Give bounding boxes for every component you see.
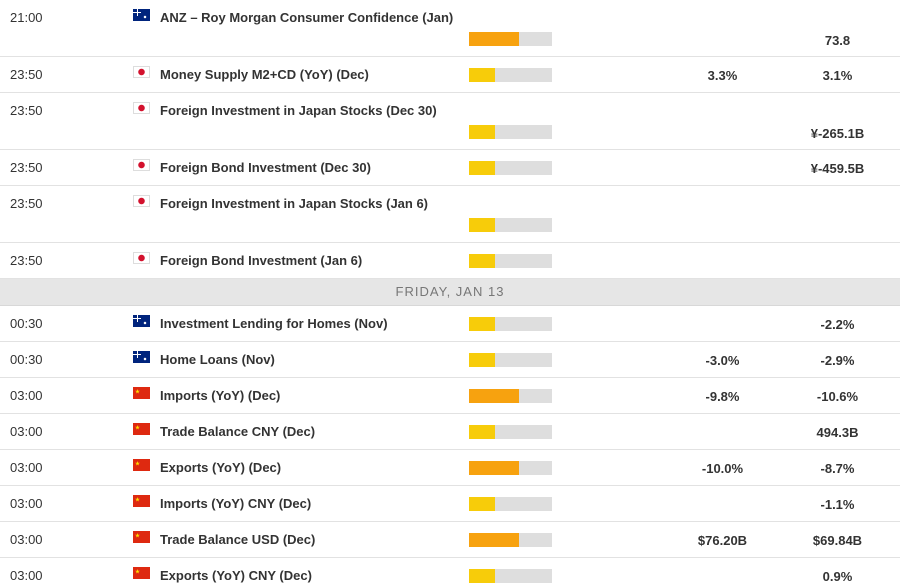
previous: ¥-265.1B xyxy=(810,126,865,141)
event: Trade Balance USD (Dec) xyxy=(160,532,316,547)
forecast: $76.20B xyxy=(697,533,748,548)
flag xyxy=(133,567,150,579)
event-row[interactable]: 00:30 Investment Lending for Homes (Nov) -… xyxy=(0,306,900,342)
flag xyxy=(133,66,150,78)
impact xyxy=(469,68,552,82)
event: Foreign Bond Investment (Jan 6) xyxy=(160,253,363,268)
flag xyxy=(133,315,150,327)
previous: 0.9% xyxy=(822,569,853,584)
impact xyxy=(469,353,552,367)
time: 23:50 xyxy=(10,103,43,118)
event-row[interactable]: 23:50 Money Supply M2+CD (YoY) (Dec) 3.3% 3… xyxy=(0,57,900,93)
event-row[interactable]: 23:50 Foreign Investment in Japan Stocks … xyxy=(0,186,900,243)
time: 00:30 xyxy=(10,352,43,367)
time: 03:00 xyxy=(10,424,43,439)
event: Foreign Bond Investment (Dec 30) xyxy=(160,160,371,175)
previous: 73.8 xyxy=(824,33,851,48)
forecast: -10.0% xyxy=(701,461,744,476)
event-row[interactable]: 00:30 Home Loans (Nov) -3.0% -2.9% xyxy=(0,342,900,378)
flag xyxy=(133,9,150,21)
flag xyxy=(133,252,150,264)
previous: -2.2% xyxy=(820,317,855,332)
date-divider: FRIDAY, JAN 13 xyxy=(0,279,900,306)
previous: 3.1% xyxy=(822,68,853,83)
event-row[interactable]: 03:00 Imports (YoY) (Dec) -9.8% -10.6% xyxy=(0,378,900,414)
time: 03:00 xyxy=(10,568,43,583)
impact xyxy=(469,461,552,475)
impact xyxy=(469,533,552,547)
event-row[interactable]: 23:50 Foreign Investment in Japan Stocks … xyxy=(0,93,900,150)
event: ANZ – Roy Morgan Consumer Confidence (Ja… xyxy=(160,10,454,25)
impact xyxy=(469,425,552,439)
time: 23:50 xyxy=(10,253,43,268)
impact xyxy=(469,218,552,232)
time: 03:00 xyxy=(10,532,43,547)
time: 00:30 xyxy=(10,316,43,331)
event: Imports (YoY) (Dec) xyxy=(160,388,281,403)
event: Investment Lending for Homes (Nov) xyxy=(160,316,388,331)
event: Home Loans (Nov) xyxy=(160,352,275,367)
flag xyxy=(133,159,150,171)
time: 23:50 xyxy=(10,67,43,82)
flag xyxy=(133,387,150,399)
event: Money Supply M2+CD (YoY) (Dec) xyxy=(160,67,369,82)
previous: -8.7% xyxy=(820,461,855,476)
time: 23:50 xyxy=(10,160,43,175)
previous: -10.6% xyxy=(816,389,859,404)
event-row[interactable]: 21:00 ANZ – Roy Morgan Consumer Confidenc… xyxy=(0,0,900,57)
previous: ¥-459.5B xyxy=(810,161,865,176)
event-row[interactable]: 03:00 Trade Balance USD (Dec) $76.20B $69.8… xyxy=(0,522,900,558)
event-row[interactable]: 23:50 Foreign Bond Investment (Jan 6) xyxy=(0,243,900,279)
flag xyxy=(133,495,150,507)
flag xyxy=(133,351,150,363)
event-row[interactable]: 03:00 Trade Balance CNY (Dec) 494.3B xyxy=(0,414,900,450)
impact xyxy=(469,254,552,268)
flag xyxy=(133,423,150,435)
impact xyxy=(469,125,552,139)
time: 03:00 xyxy=(10,460,43,475)
time: 03:00 xyxy=(10,496,43,511)
flag xyxy=(133,195,150,207)
previous: $69.84B xyxy=(812,533,863,548)
event-row[interactable]: 03:00 Exports (YoY) (Dec) -10.0% -8.7% xyxy=(0,450,900,486)
event-row[interactable]: 03:00 Imports (YoY) CNY (Dec) -1.1% xyxy=(0,486,900,522)
event-row[interactable]: 03:00 Exports (YoY) CNY (Dec) 0.9% xyxy=(0,558,900,587)
impact xyxy=(469,389,552,403)
event: Foreign Investment in Japan Stocks (Dec … xyxy=(160,103,437,118)
event-row[interactable]: 23:50 Foreign Bond Investment (Dec 30) ¥-4… xyxy=(0,150,900,186)
event: Imports (YoY) CNY (Dec) xyxy=(160,496,312,511)
forecast: -3.0% xyxy=(705,353,740,368)
forecast: 3.3% xyxy=(707,68,738,83)
impact xyxy=(469,497,552,511)
time: 23:50 xyxy=(10,196,43,211)
previous: -1.1% xyxy=(820,497,855,512)
event: Exports (YoY) CNY (Dec) xyxy=(160,568,312,583)
forecast: -9.8% xyxy=(705,389,740,404)
impact xyxy=(469,569,552,583)
flag xyxy=(133,531,150,543)
impact xyxy=(469,317,552,331)
impact xyxy=(469,32,552,46)
event: Trade Balance CNY (Dec) xyxy=(160,424,316,439)
flag xyxy=(133,102,150,114)
event: Foreign Investment in Japan Stocks (Jan … xyxy=(160,196,429,211)
time: 21:00 xyxy=(10,10,43,25)
event: Exports (YoY) (Dec) xyxy=(160,460,282,475)
previous: 494.3B xyxy=(816,425,859,440)
impact xyxy=(469,161,552,175)
flag xyxy=(133,459,150,471)
time: 03:00 xyxy=(10,388,43,403)
previous: -2.9% xyxy=(820,353,855,368)
